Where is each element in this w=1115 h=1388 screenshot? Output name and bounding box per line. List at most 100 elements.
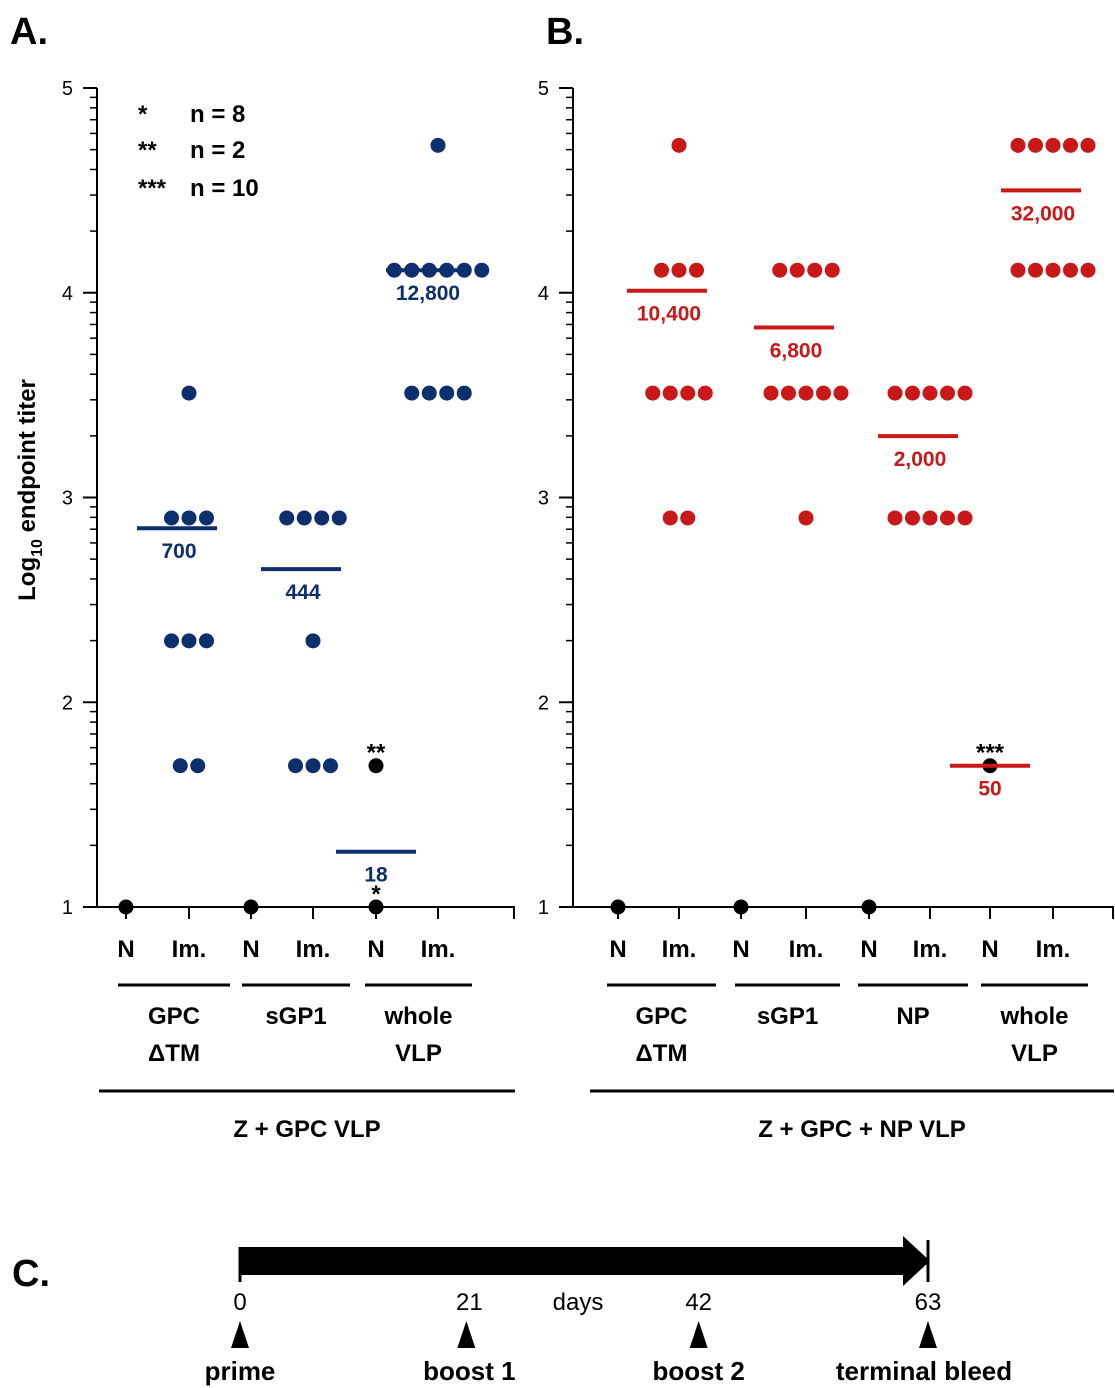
legend-symbol-1: * [138,101,148,128]
data-point-naive [861,899,877,915]
data-point [807,262,823,278]
timeline-day-label: 42 [685,1289,712,1316]
data-point [887,385,903,401]
data-point [957,510,973,526]
data-point [296,510,312,526]
y-tick-label: 3 [62,488,73,510]
legend-text-1: n = 8 [190,101,245,128]
data-point [181,633,197,649]
y-tick-label: 5 [538,78,549,100]
y-tick-label: 2 [538,692,549,714]
data-point [922,385,938,401]
legend: * n = 8 ** n = 2 *** n = 10 [138,101,259,202]
data-point [421,385,437,401]
antigen-label-line2: VLP [1011,1040,1058,1067]
antigen-label-line2: VLP [395,1040,442,1067]
legend-text-3: n = 10 [190,175,259,202]
data-point [645,385,661,401]
data-point [957,385,973,401]
y-tick-label: 1 [538,897,549,919]
legend-symbol-2: ** [138,137,157,164]
timeline-arrowhead [903,1236,930,1286]
data-point [824,262,840,278]
data-point [1028,262,1043,278]
data-point [763,385,779,401]
data-point [833,385,849,401]
data-point [781,385,796,401]
data-point [439,385,455,401]
antigen-label: whole [999,1003,1068,1030]
legend-symbol-3: *** [138,175,167,202]
timeline-unit-label: days [553,1289,604,1316]
data-point [1063,262,1078,278]
median-label: 10,400 [637,303,701,326]
data-point [164,510,179,526]
data-point [1045,262,1061,278]
median-label: 6,800 [770,340,823,363]
data-point [789,262,805,278]
timeline-bar [240,1247,905,1275]
data-point [305,633,321,649]
y-tick-label: 4 [62,283,73,305]
data-point [816,385,831,401]
median-label: 32,000 [1011,202,1075,225]
column-label-naive: N [609,936,626,963]
timeline-day-label: 63 [915,1289,942,1316]
data-point [905,385,920,401]
timeline-day-label: 0 [233,1289,246,1316]
asterisk-annotation: ** [367,740,386,767]
data-point [662,385,678,401]
y-tick-label: 1 [62,897,73,919]
data-point [654,262,669,278]
median-label: 50 [978,778,1001,801]
panel-b-scatter: 1 2 3 4 5 N Im. 10,400 N Im. 6,800 N Im. 2,000 N *** 50 I… [538,78,1114,1143]
data-point [331,510,347,526]
median-label: 444 [285,581,320,604]
y-axis-title: Log10 endpoint titer [14,379,46,601]
panel-b-letter: B. [546,11,584,53]
timeline-day-label: 21 [456,1289,483,1316]
data-point [172,758,188,774]
data-point [1028,137,1043,153]
vlp-group-label: Z + GPC + NP VLP [758,1116,966,1143]
data-point [1045,137,1061,153]
antigen-label: whole [383,1003,452,1030]
data-point-naive [610,899,626,915]
event-label: boost 2 [652,1356,744,1386]
median-label: 2,000 [894,448,947,471]
data-point [680,510,696,526]
event-arrow-icon [919,1321,937,1348]
event-label: terminal bleed [836,1356,1012,1386]
y-tick-label: 5 [62,78,73,100]
data-point [905,510,920,526]
antigen-label-line2: ΔTM [636,1040,688,1067]
data-point [798,510,814,526]
data-point [1080,262,1096,278]
median-label: 12,800 [396,282,460,305]
event-arrow-icon [231,1321,249,1348]
antigen-label: sGP1 [757,1003,818,1030]
data-point [314,510,330,526]
column-label-naive: N [242,936,259,963]
antigen-label-line2: ΔTM [148,1040,200,1067]
column-label-immunized: Im. [789,936,824,963]
legend-text-2: n = 2 [190,137,245,164]
column-label-immunized: Im. [1036,936,1071,963]
y-tick-label: 2 [62,692,73,714]
data-point-naive [118,899,134,915]
median-label: 18 [364,864,388,887]
data-point [305,758,321,774]
event-label: boost 1 [423,1356,515,1386]
data-point [940,385,955,401]
median-label: 700 [161,540,196,563]
y-tick-label: 3 [538,488,549,510]
panel-a-letter: A. [10,11,48,53]
data-point [1063,137,1078,153]
column-label-naive: N [860,936,877,963]
data-point [404,385,420,401]
antigen-label: GPC [635,1003,687,1030]
column-label-naive: N [981,936,998,963]
panel-c-letter: C. [12,1253,50,1295]
